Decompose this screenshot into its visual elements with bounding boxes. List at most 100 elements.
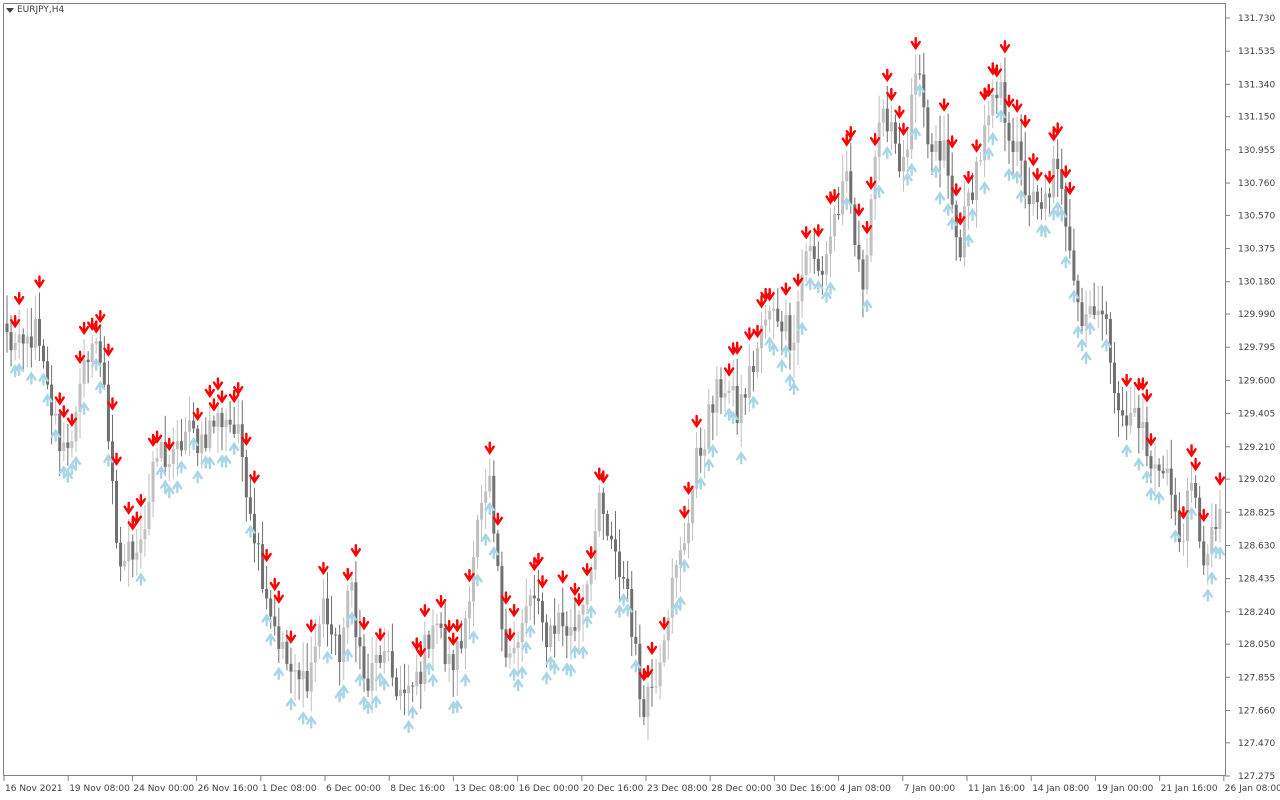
sell-arrow-icon <box>1178 506 1189 520</box>
buy-arrow-icon <box>727 410 739 425</box>
candle-body <box>1153 464 1157 469</box>
sell-arrow-icon <box>691 414 702 429</box>
sell-arrow-icon <box>358 616 370 631</box>
candle-body <box>918 73 922 75</box>
candle-body <box>370 663 374 691</box>
buy-arrow-icon <box>861 298 873 313</box>
buy-arrow-icon <box>160 479 171 493</box>
y-tick-label: 128.630 <box>1238 541 1275 551</box>
candle-body <box>350 582 354 591</box>
buy-arrow-icon <box>70 455 82 470</box>
candle-body <box>94 341 98 344</box>
candle-body <box>346 590 350 628</box>
sell-arrow-icon <box>375 628 386 642</box>
candle-body <box>1048 193 1052 198</box>
sell-arrow-icon <box>216 390 228 404</box>
sell-arrow-icon <box>1052 122 1063 136</box>
sell-arrow-icon <box>1214 472 1226 486</box>
candle-body <box>816 258 820 271</box>
buy-arrow-icon <box>403 719 414 734</box>
candle-body <box>398 689 402 697</box>
buy-arrow-icon <box>1080 350 1092 365</box>
time-axis: 16 Nov 2021 19 Nov 08:00 24 Nov 00:00 26 No… <box>3 776 1280 794</box>
candle-body <box>390 651 394 678</box>
candle-body <box>1007 122 1011 141</box>
candle-body <box>581 604 585 615</box>
candle-body <box>885 108 889 132</box>
x-tick-label: 26 Jan 08:00 <box>1225 784 1280 794</box>
y-tick-label: 131.150 <box>1238 113 1275 123</box>
sell-arrow-icon <box>869 133 881 147</box>
buy-arrow-icon <box>220 454 232 468</box>
candle-body <box>881 108 885 123</box>
candle-body <box>394 677 398 697</box>
chevron-down-icon[interactable] <box>6 7 14 13</box>
candle-body <box>861 259 865 290</box>
buy-arrow-icon <box>358 695 370 710</box>
buy-arrow-icon <box>13 362 25 377</box>
buy-arrow-icon <box>38 372 49 386</box>
candle-body <box>516 642 520 648</box>
candle-body <box>853 204 857 246</box>
sell-arrow-icon <box>569 582 581 597</box>
y-tick-label: 129.600 <box>1238 376 1275 386</box>
candle-body <box>897 143 901 172</box>
buy-arrow-icon <box>614 604 625 618</box>
candle-body <box>658 662 662 687</box>
candle-body <box>626 578 630 589</box>
sell-arrow-icon <box>744 327 755 341</box>
sell-arrow-icon <box>111 452 122 466</box>
candle-body <box>962 206 966 258</box>
buy-arrow-icon <box>488 546 499 560</box>
sell-arrow-icon <box>1198 508 1209 523</box>
candle-body <box>200 434 204 454</box>
sell-arrow-icon <box>585 546 597 560</box>
buy-arrow-icon <box>484 501 495 516</box>
candle-body <box>37 319 41 346</box>
candle-body <box>1080 302 1084 327</box>
sell-arrow-icon <box>350 544 362 558</box>
candle-body <box>800 275 804 302</box>
candle-body <box>127 541 131 562</box>
buy-arrow-icon <box>675 595 686 609</box>
sell-arrow-icon <box>241 432 252 447</box>
x-tick-label: 21 Jan 16:00 <box>1161 784 1218 794</box>
sell-arrow-icon <box>492 512 504 526</box>
candle-body <box>934 141 938 153</box>
sell-arrow-icon <box>1190 457 1201 472</box>
buy-arrow-icon <box>26 371 37 385</box>
candle-body <box>682 543 686 551</box>
symbol-label[interactable]: EURJPY,H4 <box>6 5 64 15</box>
candle-body <box>480 502 484 520</box>
candle-body <box>999 82 1003 99</box>
candle-body <box>252 513 256 544</box>
candle-body <box>66 442 70 448</box>
candle-body <box>443 627 447 665</box>
buy-arrow-icon <box>375 672 386 686</box>
candle-body <box>265 588 269 599</box>
candle-body <box>983 125 987 161</box>
buy-arrow-icon <box>427 673 439 687</box>
buy-arrow-icon <box>1133 457 1145 471</box>
sell-arrow-icon <box>1137 377 1149 391</box>
y-tick-label: 128.050 <box>1238 640 1275 650</box>
candle-body <box>975 161 979 201</box>
buy-arrow-icon <box>841 196 852 211</box>
sell-arrow-icon <box>13 291 25 306</box>
candle-body <box>926 107 930 145</box>
candle-body <box>1157 464 1161 471</box>
buy-arrow-icon <box>1003 167 1015 182</box>
y-tick-label: 127.855 <box>1238 673 1275 683</box>
sell-arrow-icon <box>642 665 654 679</box>
candle-body <box>9 332 13 351</box>
buy-arrow-icon <box>525 624 536 638</box>
candle-body <box>358 637 362 647</box>
candle-body <box>1206 554 1210 566</box>
candle-body <box>979 160 983 162</box>
candle-body <box>1056 158 1060 170</box>
sell-arrow-icon <box>898 122 909 137</box>
buy-arrow-icon <box>1084 321 1096 335</box>
buy-arrow-icon <box>947 216 958 231</box>
candle-body <box>820 270 824 275</box>
sell-arrow-icon <box>504 628 516 642</box>
